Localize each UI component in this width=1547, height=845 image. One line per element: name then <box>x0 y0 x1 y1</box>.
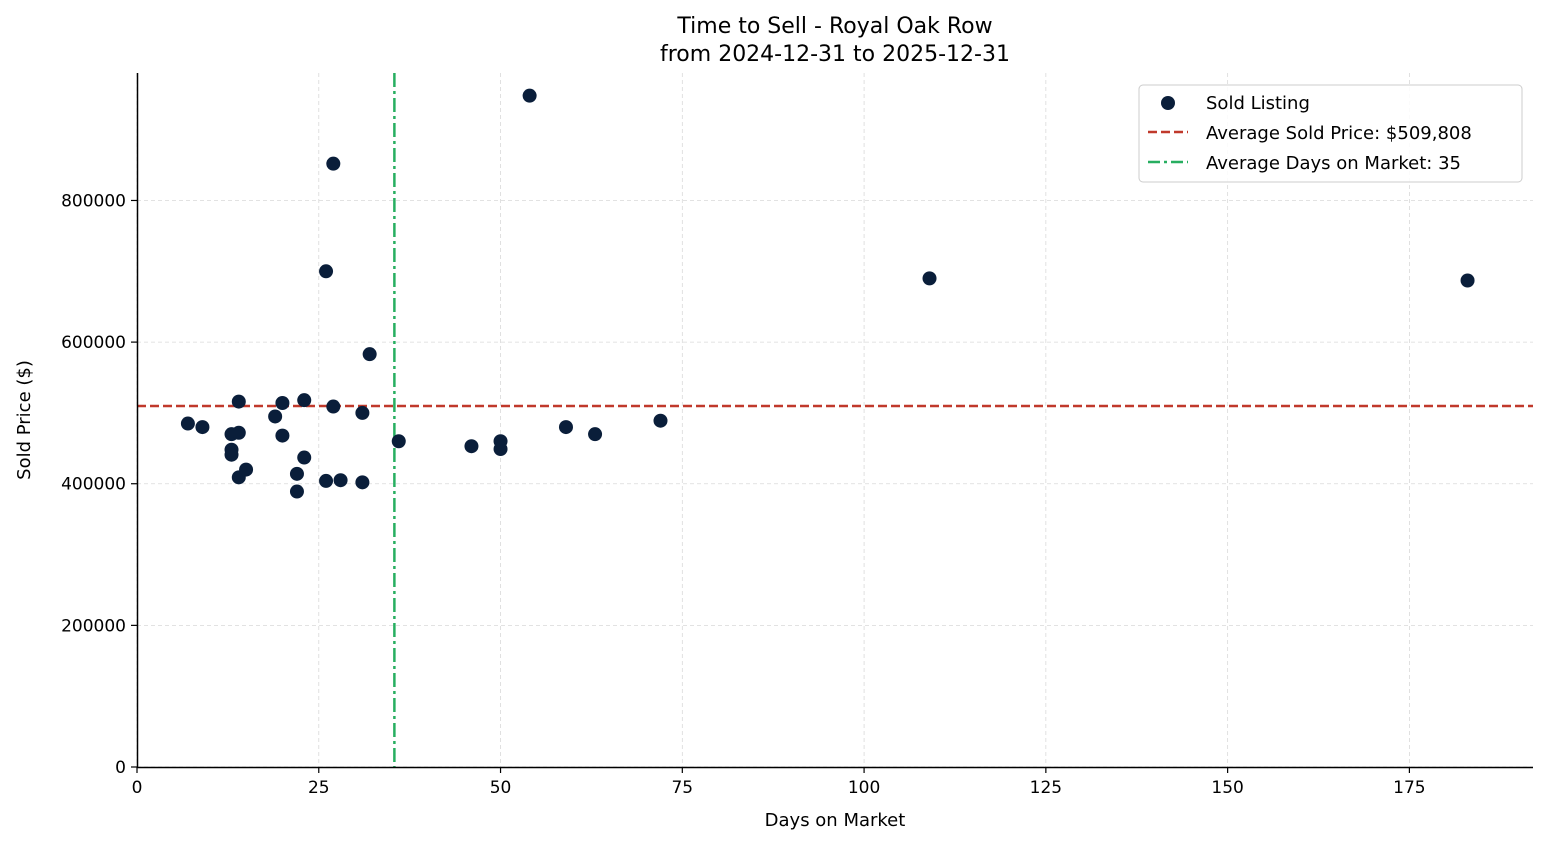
data-point <box>326 399 341 414</box>
legend-marker-sold-listing <box>1161 96 1175 110</box>
data-point <box>275 428 290 443</box>
data-point <box>297 450 312 465</box>
x-tick-label: 150 <box>1211 778 1243 798</box>
data-point <box>319 264 334 279</box>
x-axis-ticks: 0 25 50 75 100 125 150 175 <box>132 767 1426 798</box>
y-tick-label: 800000 <box>61 191 126 211</box>
data-point <box>231 394 246 409</box>
data-point <box>653 413 668 428</box>
data-point <box>180 416 195 431</box>
data-point <box>1460 273 1475 288</box>
data-point <box>362 347 377 362</box>
data-point <box>289 466 304 481</box>
y-tick-label: 600000 <box>61 333 126 353</box>
y-axis-ticks: 0 200000 400000 600000 800000 <box>61 191 137 778</box>
data-point <box>319 473 334 488</box>
legend-label-average-days: Average Days on Market: 35 <box>1206 153 1461 174</box>
legend-label-sold-listing: Sold Listing <box>1206 93 1310 114</box>
data-point <box>239 462 254 477</box>
y-tick-label: 400000 <box>61 475 126 495</box>
data-point <box>231 425 246 440</box>
data-point <box>922 271 937 286</box>
data-points <box>180 88 1475 499</box>
data-point <box>493 442 508 457</box>
chart-title-line-1: Time to Sell - Royal Oak Row <box>676 14 992 39</box>
data-point <box>224 447 239 462</box>
legend: Sold Listing Average Sold Price: $509,80… <box>1138 84 1523 183</box>
data-point <box>558 420 573 435</box>
data-point <box>522 88 537 103</box>
x-tick-label: 100 <box>848 778 880 798</box>
x-tick-label: 125 <box>1030 778 1062 798</box>
x-tick-label: 50 <box>490 778 512 798</box>
data-point <box>297 393 312 408</box>
y-tick-label: 200000 <box>61 616 126 636</box>
x-axis-label: Days on Market <box>765 810 906 831</box>
reference-lines <box>137 73 1533 767</box>
chart-title-line-2: from 2024-12-31 to 2025-12-31 <box>660 42 1010 67</box>
data-point <box>355 475 370 490</box>
data-point <box>355 405 370 420</box>
data-point <box>588 427 603 442</box>
x-tick-label: 25 <box>308 778 330 798</box>
y-tick-label: 0 <box>115 758 126 778</box>
y-axis-label: Sold Price ($) <box>14 360 35 480</box>
data-point <box>289 484 304 499</box>
x-tick-label: 175 <box>1393 778 1425 798</box>
data-point <box>464 439 479 454</box>
data-point <box>333 473 348 488</box>
legend-box <box>1138 84 1523 183</box>
data-point <box>195 420 210 435</box>
x-tick-label: 0 <box>132 778 143 798</box>
data-point <box>326 156 341 171</box>
data-point <box>275 396 290 411</box>
data-point <box>268 409 283 424</box>
x-tick-label: 75 <box>671 778 693 798</box>
data-point <box>391 434 406 449</box>
legend-label-average-price: Average Sold Price: $509,808 <box>1206 123 1472 144</box>
